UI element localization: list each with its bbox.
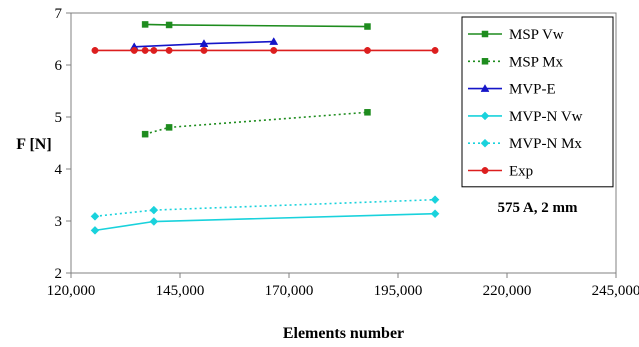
series-layer: [90, 21, 440, 235]
data-point-mvp-n-vw: [90, 226, 100, 235]
x-tick-label: 120,000: [47, 283, 96, 299]
legend-label: MVP-N Mx: [509, 136, 582, 152]
legend-item-exp: Exp: [468, 164, 533, 180]
data-point-msp-vw: [364, 23, 371, 30]
legend-label: MSP Mx: [509, 54, 564, 70]
legend-marker: [480, 84, 490, 92]
legend-marker: [480, 138, 490, 148]
y-axis-title: F [N]: [16, 136, 51, 153]
y-axis: 2 3 4 5 6 7: [55, 6, 71, 282]
series-msp-vw: [141, 21, 371, 30]
data-point-exp: [150, 46, 158, 54]
data-point-msp-vw: [141, 21, 149, 28]
legend-item-mvp-n-vw: MVP-N Vw: [468, 109, 583, 125]
data-point-exp: [431, 46, 439, 54]
data-point-exp: [165, 46, 173, 54]
legend: MSP Vw MSP Mx MVP-E MVP-N Vw MVP-N Mx Exp: [461, 16, 614, 188]
y-tick-label: 7: [55, 6, 63, 22]
x-tick-label: 170,000: [265, 283, 314, 299]
legend-marker: [480, 111, 490, 121]
y-tick-label: 2: [55, 266, 63, 282]
y-tick-label: 5: [55, 110, 63, 126]
legend-label: MVP-N Vw: [509, 109, 583, 125]
legend-box: [461, 16, 614, 188]
data-point-msp-mx: [165, 124, 173, 131]
data-point-mvp-n-mx: [149, 205, 159, 215]
data-point-mvp-e: [199, 39, 209, 47]
data-point-msp-vw: [165, 21, 173, 29]
data-point-msp-mx: [141, 130, 149, 138]
data-point-msp-mx: [364, 109, 371, 116]
data-point-mvp-n-vw: [430, 209, 440, 219]
legend-item-mvp-n-mx: MVP-N Mx: [468, 136, 582, 152]
legend-marker: [481, 58, 489, 65]
series-mvp-n-vw: [90, 209, 440, 235]
x-axis: 120,000 145,000 170,000 195,000 220,000 245,0…: [47, 273, 639, 299]
legend-marker: [481, 30, 489, 38]
data-point-exp: [91, 46, 99, 54]
x-axis-title: Elements number: [283, 325, 404, 342]
legend-item-msp-vw: MSP Vw: [468, 27, 564, 43]
data-point-exp: [200, 46, 208, 54]
legend-item-mvp-e: MVP-E: [468, 82, 556, 98]
y-tick-label: 3: [55, 214, 63, 230]
x-tick-label: 145,000: [156, 283, 205, 299]
data-point-mvp-e: [269, 37, 279, 45]
data-point-mvp-n-vw: [149, 217, 159, 226]
data-point-exp: [270, 46, 278, 54]
legend-marker: [481, 167, 489, 174]
chart-annotation: 575 A, 2 mm: [498, 200, 579, 216]
y-tick-label: 4: [55, 162, 63, 178]
x-tick-label: 245,000: [592, 283, 639, 299]
legend-label: Exp: [509, 164, 533, 180]
data-point-exp: [130, 46, 138, 54]
legend-label: MVP-E: [509, 82, 556, 98]
x-tick-label: 220,000: [483, 283, 532, 299]
data-point-exp: [364, 46, 371, 54]
legend-label: MSP Vw: [509, 27, 564, 43]
y-tick-label: 6: [55, 58, 63, 74]
series-mvp-n-mx: [90, 195, 440, 221]
legend-item-msp-mx: MSP Mx: [468, 54, 564, 70]
series-exp: [91, 46, 439, 54]
x-tick-label: 195,000: [374, 283, 423, 299]
data-point-exp: [141, 46, 149, 54]
data-point-mvp-n-mx: [430, 195, 440, 205]
series-msp-mx: [141, 109, 371, 138]
series-line-mvp-n-mx: [94, 198, 436, 218]
data-point-mvp-n-mx: [90, 211, 100, 221]
